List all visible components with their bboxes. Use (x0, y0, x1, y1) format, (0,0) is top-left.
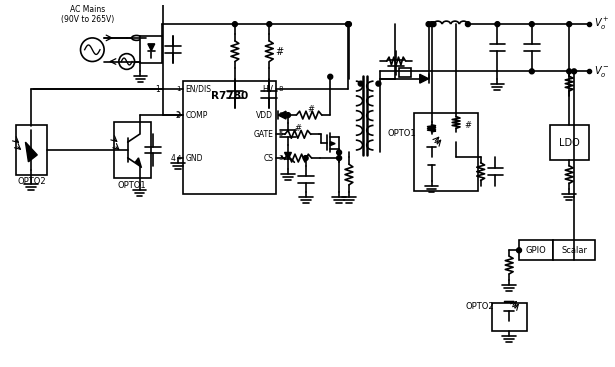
Circle shape (566, 22, 571, 26)
Circle shape (376, 81, 381, 86)
Text: #: # (307, 105, 314, 114)
Text: 1: 1 (156, 84, 160, 94)
Text: GATE: GATE (253, 130, 273, 139)
Text: $V_o^+$: $V_o^+$ (593, 16, 609, 32)
Text: OPTO1: OPTO1 (387, 129, 416, 138)
Circle shape (466, 22, 470, 26)
Polygon shape (330, 142, 335, 146)
Circle shape (232, 22, 237, 26)
Polygon shape (278, 111, 286, 119)
Text: 1: 1 (177, 86, 181, 92)
Bar (550, 126, 589, 160)
Bar (491, 304, 527, 331)
Text: Scalar: Scalar (561, 246, 587, 255)
Bar (554, 240, 595, 260)
Circle shape (336, 156, 341, 160)
Circle shape (530, 22, 534, 26)
Bar (140, 36, 162, 63)
Polygon shape (135, 158, 141, 168)
Circle shape (303, 156, 308, 160)
Circle shape (566, 69, 571, 74)
Circle shape (571, 69, 576, 74)
Polygon shape (427, 157, 435, 165)
Text: 6: 6 (278, 112, 283, 118)
Text: OPTO1: OPTO1 (117, 181, 146, 190)
Circle shape (517, 248, 522, 253)
Text: GPIO: GPIO (526, 246, 547, 255)
Text: VDD: VDD (256, 110, 273, 120)
Text: 8: 8 (278, 86, 283, 92)
Circle shape (431, 22, 436, 26)
Text: GND: GND (186, 153, 203, 163)
Bar (114, 123, 151, 178)
Polygon shape (427, 137, 437, 147)
Text: AC Mains
(90V to 265V): AC Mains (90V to 265V) (61, 5, 114, 24)
Bar (399, 68, 411, 77)
Bar (519, 240, 554, 260)
Text: CS: CS (263, 153, 273, 163)
Bar (414, 113, 478, 191)
Text: #: # (464, 121, 472, 130)
Circle shape (530, 69, 534, 74)
Polygon shape (148, 44, 155, 51)
Text: 4: 4 (177, 155, 181, 161)
Bar (15, 126, 47, 175)
Text: #: # (275, 47, 283, 57)
Text: 2: 2 (175, 110, 180, 120)
Text: HV: HV (262, 84, 273, 94)
Text: LDO: LDO (559, 138, 579, 148)
Circle shape (346, 22, 351, 26)
Text: 3: 3 (278, 155, 283, 161)
Circle shape (336, 150, 341, 155)
Circle shape (285, 113, 290, 117)
Circle shape (328, 74, 333, 79)
Polygon shape (285, 152, 292, 159)
Text: 4: 4 (171, 153, 176, 163)
Circle shape (429, 22, 434, 26)
Text: EN/DIS: EN/DIS (186, 84, 212, 94)
Text: R7780: R7780 (211, 91, 248, 101)
Bar (183, 81, 276, 194)
Polygon shape (419, 74, 429, 83)
Circle shape (426, 22, 431, 26)
Polygon shape (504, 301, 514, 311)
Text: OPTO2: OPTO2 (466, 302, 494, 311)
Text: COMP: COMP (186, 110, 208, 120)
Circle shape (359, 81, 363, 86)
Circle shape (495, 22, 500, 26)
Text: 2: 2 (177, 112, 181, 118)
Text: OPTO2: OPTO2 (17, 177, 46, 186)
Text: #: # (295, 124, 301, 133)
Circle shape (267, 22, 272, 26)
Circle shape (346, 22, 351, 26)
Polygon shape (25, 142, 38, 162)
Text: $V_o^-$: $V_o^-$ (593, 64, 609, 79)
Text: 5: 5 (278, 131, 282, 137)
